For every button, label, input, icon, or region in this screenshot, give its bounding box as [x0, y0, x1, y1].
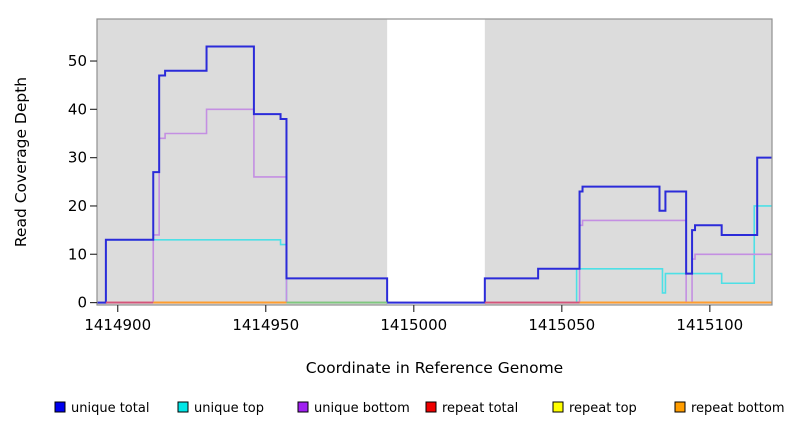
- legend-swatch-repeat-total: [425, 401, 437, 413]
- legend-label-repeat-top: repeat top: [569, 401, 637, 416]
- legend-swatch-repeat-bottom: [674, 401, 686, 413]
- legend-swatch-unique-bottom: [297, 401, 309, 413]
- y-tick-label: 50: [68, 52, 87, 70]
- legend-swatch-repeat-top: [552, 401, 564, 413]
- y-tick-label: 10: [68, 245, 87, 263]
- x-tick-label: 1414950: [232, 316, 299, 334]
- x-tick-label: 1415100: [676, 316, 743, 334]
- legend-swatch-unique-total: [54, 401, 66, 413]
- series-line-unique-top: [97, 205, 772, 304]
- y-axis-title: Read Coverage Depth: [12, 77, 30, 247]
- panel-border: [96, 18, 773, 306]
- y-tick-label: 20: [68, 197, 87, 215]
- legend-label-repeat-bottom: repeat bottom: [691, 401, 785, 416]
- legend-label-unique-top: unique top: [194, 401, 264, 416]
- legend-label-unique-total: unique total: [71, 401, 149, 416]
- x-tick-label: 1415050: [528, 316, 595, 334]
- y-tick-label: 40: [68, 100, 87, 118]
- x-tick-label: 1415000: [380, 316, 447, 334]
- legend-label-repeat-total: repeat total: [442, 401, 518, 416]
- x-tick-label: 1414900: [84, 316, 151, 334]
- masked-region: [387, 19, 485, 305]
- x-axis-title: Coordinate in Reference Genome: [306, 359, 563, 377]
- y-tick-label: 0: [77, 294, 87, 312]
- legend-swatch-unique-top: [177, 401, 189, 413]
- series-line-unique-total: [97, 45, 772, 304]
- legend-label-unique-bottom: unique bottom: [314, 401, 410, 416]
- y-tick-label: 30: [68, 149, 87, 167]
